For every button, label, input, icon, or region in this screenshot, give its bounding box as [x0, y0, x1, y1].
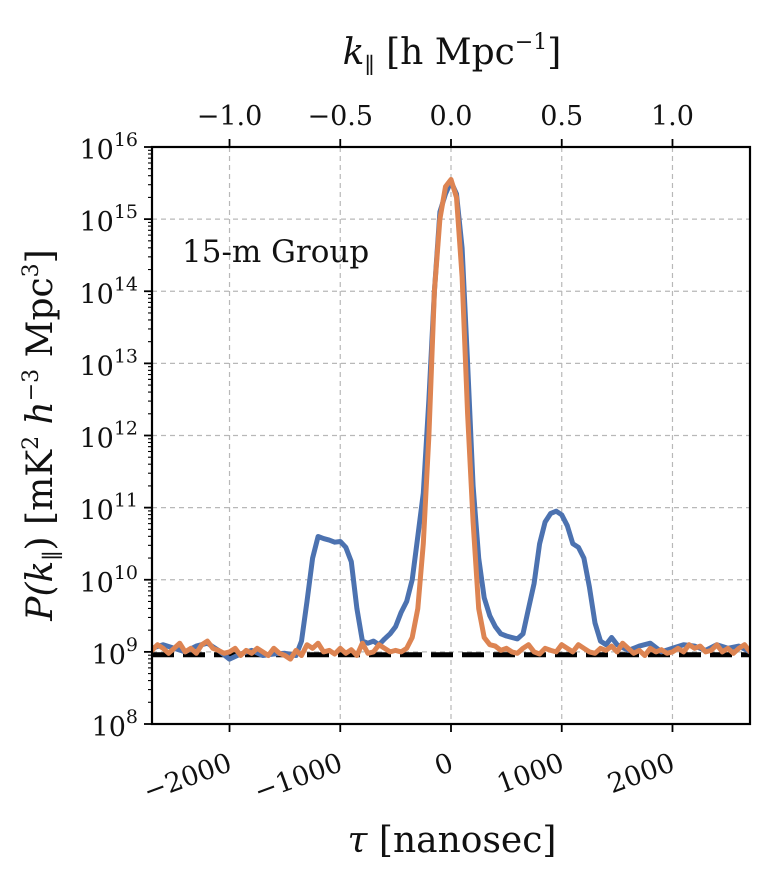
x-tick-label: 0	[431, 747, 458, 782]
top-x-tick-label: −1.0	[197, 101, 263, 132]
tick-labels: 1081091010101110121013101410151016−2000−…	[79, 101, 694, 808]
series-layer	[152, 177, 750, 662]
x-tick-label: −1000	[250, 747, 346, 807]
x-tick-label: −2000	[139, 747, 235, 807]
top-x-tick-label: 0.5	[540, 101, 583, 132]
y-tick-label: 1014	[79, 273, 138, 310]
x-tick-label: 1000	[493, 747, 568, 800]
x-tick-label: 2000	[604, 747, 679, 800]
y-tick-label: 1016	[79, 129, 138, 166]
y-tick-label: 1015	[79, 201, 138, 238]
y-tick-label: 1013	[79, 345, 138, 382]
x-axis-title: τ [nanosec]	[348, 820, 557, 861]
y-tick-label: 109	[92, 634, 138, 671]
top-x-tick-label: 0.0	[430, 101, 473, 132]
top-x-tick-label: 1.0	[651, 101, 694, 132]
grid-lines	[152, 147, 750, 724]
y-tick-label: 108	[92, 706, 138, 743]
series-line-2	[152, 177, 750, 662]
group-annotation: 15-m Group	[182, 234, 369, 270]
y-axis-title: P(k∥) [mK2 h−3 Mpc3]	[19, 249, 66, 621]
y-tick-label: 1011	[79, 490, 138, 527]
y-tick-label: 1012	[79, 418, 138, 455]
top-x-tick-label: −0.5	[307, 101, 373, 132]
top-x-axis-title: k∥ [h Mpc−1]	[343, 30, 562, 79]
y-tick-label: 1010	[79, 562, 138, 599]
tick-marks	[144, 139, 674, 732]
